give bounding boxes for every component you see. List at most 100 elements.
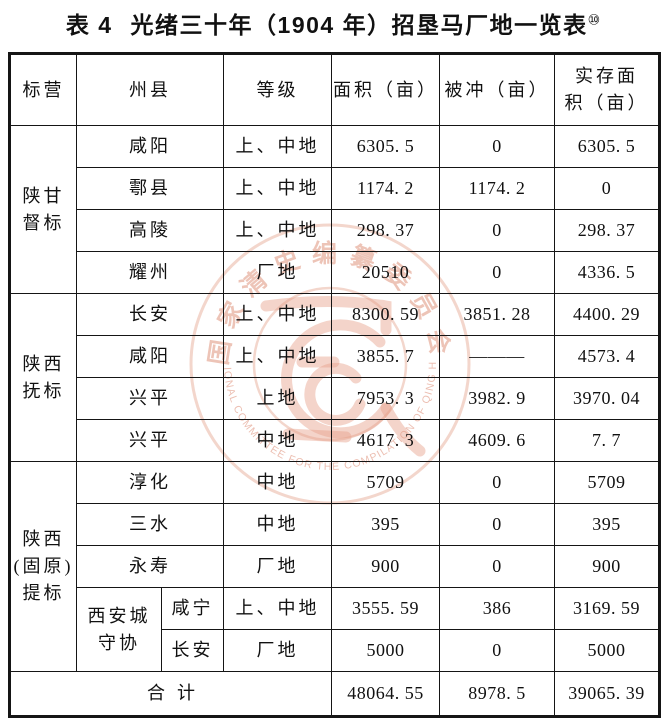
footnote-marker: ⑩: [587, 11, 601, 28]
county-cell: 淳化: [76, 461, 224, 504]
table-row: 耀州 厂地 20510 0 4336. 5: [10, 251, 660, 294]
remaining-cell: 5709: [554, 461, 660, 504]
grade-cell: 厂地: [223, 545, 332, 588]
table-row: 咸阳 上、中地 3855. 7 ——— 4573. 4: [10, 335, 660, 378]
county-cell: 兴平: [76, 377, 224, 420]
grade-cell: 上、中地: [223, 335, 332, 378]
area-cell: 395: [331, 503, 440, 546]
total-remaining: 39065. 39: [554, 671, 660, 717]
washed-cell: 0: [439, 545, 555, 588]
washed-cell: 1174. 2: [439, 167, 555, 210]
camp-cell: 陕西 抚标: [9, 293, 77, 462]
grade-cell: 上、中地: [223, 587, 332, 630]
remaining-cell: 4573. 4: [554, 335, 660, 378]
header-washed: 被冲（亩）: [439, 53, 555, 126]
county-cell: 三水: [76, 503, 224, 546]
total-area: 48064. 55: [331, 671, 440, 717]
grade-cell: 上、中地: [223, 209, 332, 252]
county-cell: 咸阳: [76, 125, 224, 168]
total-label: 合计: [9, 671, 332, 717]
table-row: 陕甘 督标 咸阳 上、中地 6305. 5 0 6305. 5: [9, 125, 660, 294]
table-row: 高陵 上、中地 298. 37 0 298. 37: [10, 209, 660, 252]
land-table: 标营 州县 等级 面积（亩） 被冲（亩） 实存面 积（亩） 陕甘 督标 咸阳 上…: [8, 52, 661, 718]
county-cell: 耀州: [76, 251, 224, 294]
washed-cell: 4609. 6: [439, 419, 555, 462]
table-row: 西安城 守协 咸宁 上、中地 3555. 59 386 3169. 59: [10, 587, 660, 672]
table-title-text: 光绪三十年（1904 年）招垦马厂地一览表: [130, 12, 588, 38]
table-row: 陕西 (固原) 提标 淳化 中地 5709 0 5709: [9, 461, 660, 672]
grade-cell: 厂地: [223, 251, 332, 294]
header-area: 面积（亩）: [331, 53, 440, 126]
area-cell: 1174. 2: [331, 167, 440, 210]
header-grade: 等级: [223, 53, 332, 126]
area-cell: 7953. 3: [331, 377, 440, 420]
header-county: 州县: [76, 53, 224, 126]
remaining-cell: 0: [554, 167, 660, 210]
camp-cell: 陕甘 督标: [9, 125, 77, 294]
table-row: 兴平 中地 4617. 3 4609. 6 7. 7: [10, 419, 660, 462]
remaining-cell: 395: [554, 503, 660, 546]
remaining-cell: 298. 37: [554, 209, 660, 252]
county-cell: 永寿: [76, 545, 224, 588]
area-cell: 20510: [331, 251, 440, 294]
header-remaining: 实存面 积（亩）: [554, 53, 660, 126]
area-cell: 4617. 3: [331, 419, 440, 462]
remaining-cell: 3970. 04: [554, 377, 660, 420]
table-row: 陕西 抚标 长安 上、中地 8300. 59 3851. 28 4400. 29: [9, 293, 660, 462]
table-title: 表 4 光绪三十年（1904 年）招垦马厂地一览表⑩: [0, 6, 666, 40]
grade-cell: 中地: [223, 461, 332, 504]
washed-cell: 0: [439, 209, 555, 252]
grade-cell: 中地: [223, 419, 332, 462]
total-row: 合计 48064. 55 8978. 5 39065. 39: [9, 671, 660, 717]
area-cell: 900: [331, 545, 440, 588]
washed-cell: 3982. 9: [439, 377, 555, 420]
total-washed: 8978. 5: [439, 671, 555, 717]
area-cell: 3855. 7: [331, 335, 440, 378]
washed-cell: 0: [439, 251, 555, 294]
remaining-cell: 7. 7: [554, 419, 660, 462]
table-row: 鄠县 上、中地 1174. 2 1174. 2 0: [10, 167, 660, 210]
camp-cell: 陕西 (固原) 提标: [9, 461, 77, 672]
grade-cell: 上、中地: [223, 293, 332, 336]
grade-cell: 上、中地: [223, 167, 332, 210]
area-cell: 6305. 5: [331, 125, 440, 168]
county-cell: 咸宁: [161, 587, 224, 630]
grade-cell: 上、中地: [223, 125, 332, 168]
washed-cell: 0: [439, 125, 555, 168]
area-cell: 5709: [331, 461, 440, 504]
washed-cell: 386: [439, 587, 555, 630]
header-camp: 标营: [9, 53, 77, 126]
area-cell: 8300. 59: [331, 293, 440, 336]
subcamp-cell: 西安城 守协: [76, 587, 162, 672]
county-cell: 咸阳: [76, 335, 224, 378]
area-cell: 5000: [331, 629, 440, 672]
washed-cell: ———: [439, 335, 555, 378]
remaining-cell: 3169. 59: [554, 587, 660, 630]
washed-cell: 3851. 28: [439, 293, 555, 336]
remaining-cell: 4336. 5: [554, 251, 660, 294]
table-row: 长安 厂地 5000 0 5000: [10, 629, 660, 672]
washed-cell: 0: [439, 461, 555, 504]
remaining-cell: 900: [554, 545, 660, 588]
washed-cell: 0: [439, 629, 555, 672]
grade-cell: 厂地: [223, 629, 332, 672]
header-row: 标营 州县 等级 面积（亩） 被冲（亩） 实存面 积（亩）: [9, 53, 660, 126]
remaining-cell: 6305. 5: [554, 125, 660, 168]
county-cell: 长安: [76, 293, 224, 336]
county-cell: 鄠县: [76, 167, 224, 210]
county-cell: 兴平: [76, 419, 224, 462]
area-cell: 298. 37: [331, 209, 440, 252]
remaining-cell: 5000: [554, 629, 660, 672]
county-cell: 长安: [161, 629, 224, 672]
table-number: 表 4: [65, 12, 113, 38]
remaining-cell: 4400. 29: [554, 293, 660, 336]
table-row: 永寿 厂地 900 0 900: [10, 545, 660, 588]
table-row: 三水 中地 395 0 395: [10, 503, 660, 546]
table-row: 兴平 上地 7953. 3 3982. 9 3970. 04: [10, 377, 660, 420]
area-cell: 3555. 59: [331, 587, 440, 630]
grade-cell: 上地: [223, 377, 332, 420]
grade-cell: 中地: [223, 503, 332, 546]
county-cell: 高陵: [76, 209, 224, 252]
washed-cell: 0: [439, 503, 555, 546]
